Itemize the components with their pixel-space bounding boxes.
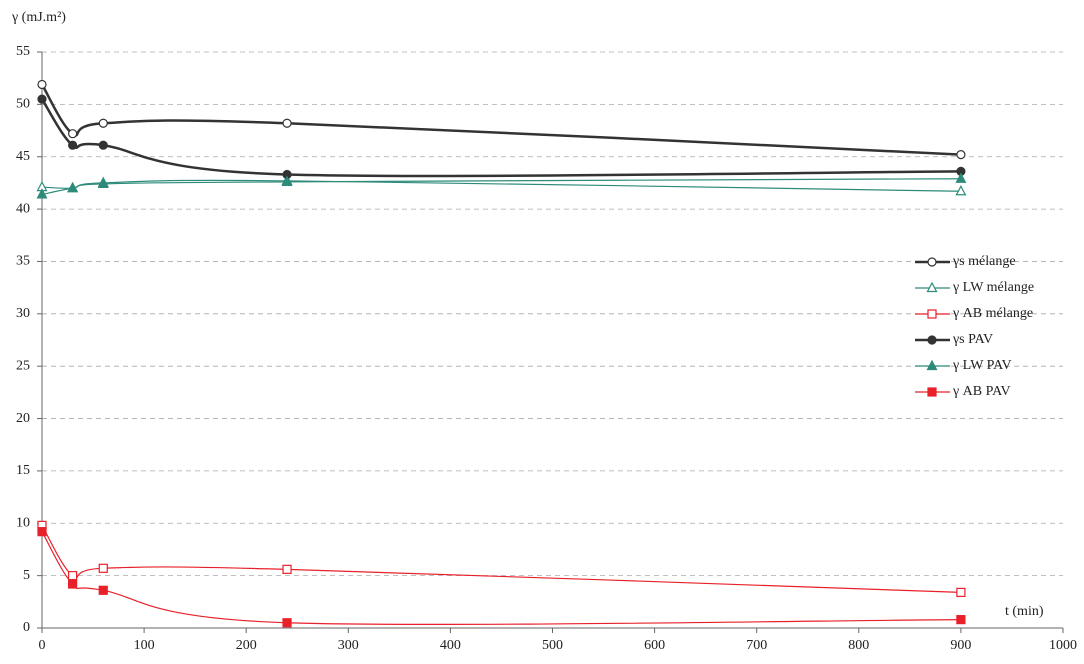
y-tick-label: 35 xyxy=(16,254,30,269)
legend-marker xyxy=(927,387,937,397)
y-tick-label: 50 xyxy=(16,97,30,112)
marker xyxy=(281,175,293,186)
marker xyxy=(97,177,109,189)
marker xyxy=(37,79,47,90)
y-tick-label: 0 xyxy=(23,620,30,635)
y-tick-label: 10 xyxy=(16,515,30,530)
marker xyxy=(955,185,967,196)
series-line xyxy=(40,98,961,178)
marker xyxy=(282,618,292,628)
y-tick-label: 20 xyxy=(16,411,30,426)
legend-label: γ LW PAV xyxy=(952,358,1012,373)
marker xyxy=(98,140,108,150)
y-axis-label: γ (mJ.m²) xyxy=(11,10,66,25)
x-tick-label: 1000 xyxy=(1049,638,1077,653)
marker xyxy=(98,118,108,128)
legend-label: γ AB mélange xyxy=(952,306,1033,321)
y-tick-label: 15 xyxy=(16,463,30,478)
marker xyxy=(98,585,108,595)
marker xyxy=(956,150,966,160)
marker xyxy=(282,564,292,574)
marker xyxy=(68,140,78,150)
x-tick-label: 600 xyxy=(644,638,665,653)
marker xyxy=(956,615,966,625)
x-tick-label: 500 xyxy=(542,638,563,653)
legend-marker xyxy=(926,281,938,293)
legend-marker xyxy=(926,359,938,371)
y-tick-label: 55 xyxy=(16,44,30,59)
legend-label: γ LW mélange xyxy=(952,280,1034,295)
legend-label: γs PAV xyxy=(952,332,993,347)
marker xyxy=(37,527,47,537)
x-tick-label: 200 xyxy=(236,638,257,653)
legend-label: γs mélange xyxy=(952,254,1016,269)
marker xyxy=(956,587,966,597)
legend-label: γ AB PAV xyxy=(952,384,1011,399)
marker xyxy=(68,571,78,581)
series-line xyxy=(40,83,961,156)
y-tick-label: 45 xyxy=(16,149,30,164)
y-tick-label: 25 xyxy=(16,358,30,373)
legend-marker xyxy=(927,335,937,345)
x-tick-label: 700 xyxy=(746,638,767,653)
x-tick-label: 800 xyxy=(848,638,869,653)
x-axis-label: t (min) xyxy=(1005,604,1044,619)
marker xyxy=(37,94,47,104)
marker xyxy=(68,129,78,139)
x-tick-label: 0 xyxy=(39,638,46,653)
series-line xyxy=(41,531,961,626)
marker xyxy=(282,118,292,128)
marker xyxy=(98,563,108,573)
legend-marker xyxy=(927,257,937,267)
x-tick-label: 100 xyxy=(134,638,155,653)
y-tick-label: 30 xyxy=(16,306,30,321)
legend-marker xyxy=(927,309,937,319)
marker xyxy=(36,188,48,199)
marker xyxy=(955,172,967,183)
y-tick-label: 40 xyxy=(16,201,30,216)
marker xyxy=(67,181,79,193)
x-tick-label: 900 xyxy=(950,638,971,653)
y-tick-label: 5 xyxy=(23,568,30,583)
x-tick-label: 300 xyxy=(338,638,359,653)
series-line xyxy=(41,179,961,192)
x-tick-label: 400 xyxy=(440,638,461,653)
series-line xyxy=(41,525,961,593)
marker xyxy=(68,579,78,589)
